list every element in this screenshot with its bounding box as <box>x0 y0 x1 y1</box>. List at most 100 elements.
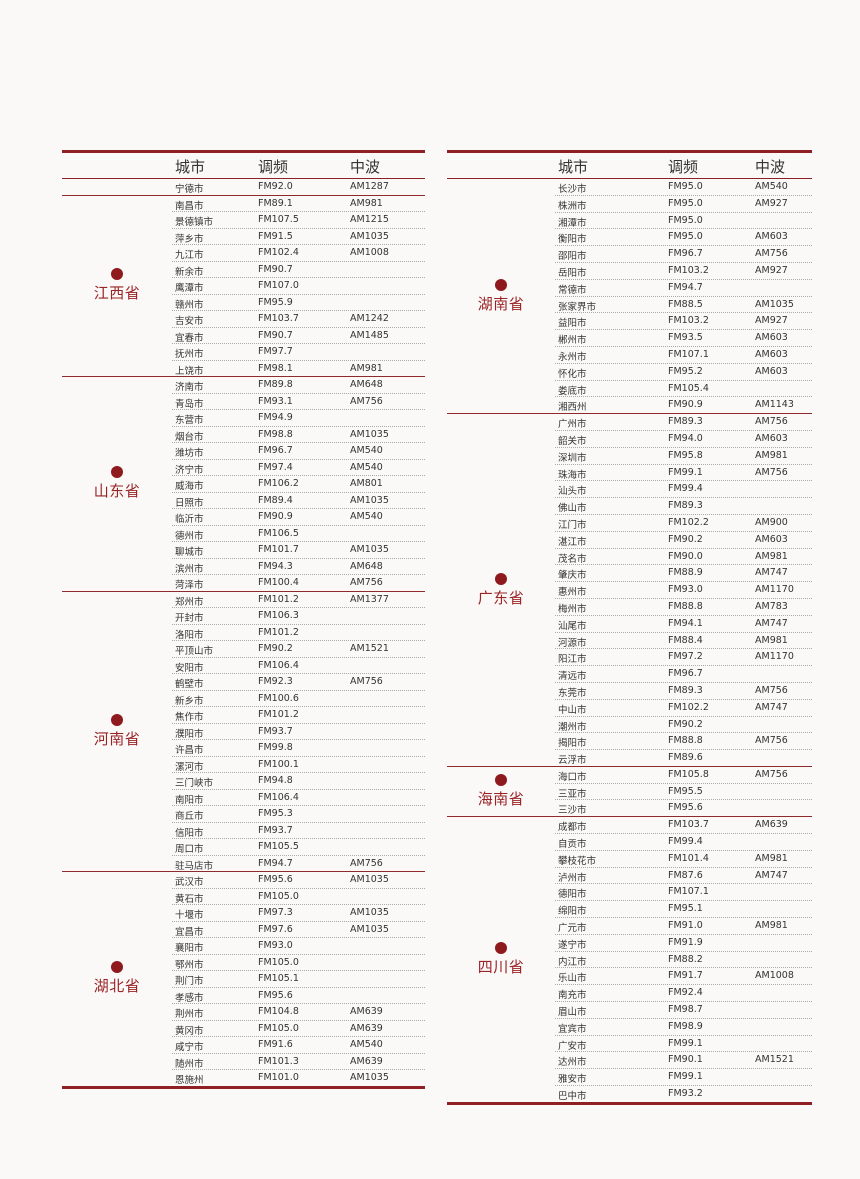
cell-fm: FM90.7 <box>258 329 293 341</box>
cell-city: 汕尾市 <box>558 620 587 632</box>
cell-am: AM1008 <box>755 970 794 982</box>
cell-fm: FM107.0 <box>258 280 299 291</box>
table-row: 潮州市 FM90.2 <box>555 717 812 734</box>
cell-city: 烟台市 <box>175 431 204 443</box>
table-row: 揭阳市 FM88.8 AM756 <box>555 733 812 751</box>
cell-city: 自贡市 <box>558 839 587 851</box>
cell-am: AM981 <box>755 634 788 646</box>
cell-fm: FM92.4 <box>668 987 703 999</box>
cell-fm: FM90.2 <box>668 718 703 730</box>
cell-city: 宜昌市 <box>175 926 204 938</box>
cell-city: 河源市 <box>558 637 587 649</box>
cell-am: AM648 <box>350 560 383 572</box>
cell-am: AM747 <box>755 567 788 579</box>
cell-fm: FM105.0 <box>258 890 299 902</box>
cell-city: 达州市 <box>558 1057 587 1069</box>
table-row: 济宁市 FM97.4 AM540 <box>172 460 425 476</box>
cell-fm: FM87.6 <box>668 869 703 881</box>
cell-fm: FM93.0 <box>668 584 703 596</box>
cell-city: 黄石市 <box>175 893 204 905</box>
cell-fm: FM95.6 <box>258 989 293 1001</box>
cell-fm: FM106.5 <box>258 527 299 539</box>
header-am: 中波 <box>350 158 381 176</box>
province-group: 湖北省 武汉市 FM95.6 AM1035 黄石市 FM105.0 十堰市 FM97.3 AM1… <box>62 872 425 1089</box>
cell-city: 许昌市 <box>175 745 204 756</box>
cell-fm: FM95.0 <box>668 214 703 226</box>
table-row: 荆门市 FM105.1 <box>172 971 425 988</box>
cell-city: 广元市 <box>558 923 587 935</box>
table-row: 清远市 FM96.7 <box>555 666 812 683</box>
location-dot-icon <box>495 572 507 585</box>
cell-am: AM540 <box>350 1039 383 1050</box>
cell-fm: FM90.1 <box>668 1054 703 1066</box>
cell-fm: FM95.8 <box>668 449 703 461</box>
table-row: 洛阳市 FM101.2 <box>172 625 425 641</box>
cell-city: 湘潭市 <box>558 217 587 229</box>
table-row: 中山市 FM102.2 AM747 <box>555 700 812 717</box>
province-group: 海南省 海口市 FM105.8 AM756 三亚市 FM95.5 三沙市 FM95.6 <box>447 767 812 818</box>
cell-fm: FM91.0 <box>668 920 703 932</box>
cell-am: AM648 <box>350 379 383 390</box>
table-row: 襄阳市 FM93.0 <box>172 938 425 955</box>
city-rows: 广州市 FM89.3 AM756 韶关市 FM94.0 AM603 深圳市 FM95.8 AM9… <box>555 414 812 766</box>
cell-city: 佛山市 <box>558 503 587 515</box>
cell-am: AM1035 <box>350 428 389 440</box>
table-row: 菏泽市 FM100.4 AM756 <box>172 575 425 591</box>
cell-fm: FM101.2 <box>258 626 299 638</box>
cell-city: 巴中市 <box>558 1091 587 1103</box>
table-row: 三沙市 FM95.6 <box>555 800 812 816</box>
cell-am: AM981 <box>350 362 383 374</box>
cell-fm: FM89.1 <box>258 197 293 209</box>
table-row: 河源市 FM88.4 AM981 <box>555 633 812 650</box>
cell-city: 信阳市 <box>175 827 204 839</box>
table-row: 湘潭市 FM95.0 <box>555 213 812 230</box>
cell-city: 孝感市 <box>175 992 204 1004</box>
header-am: 中波 <box>755 158 786 176</box>
cell-city: 聊城市 <box>175 547 204 558</box>
province-name: 湖北省 <box>93 977 141 996</box>
cell-fm: FM98.1 <box>258 362 293 374</box>
table-row: 湛江市 FM90.2 AM603 <box>555 532 812 549</box>
table-row: 佛山市 FM89.3 <box>555 498 812 515</box>
cell-am: AM1035 <box>350 907 389 918</box>
cell-city: 荆门市 <box>175 976 204 987</box>
table-row: 吉安市 FM103.7 AM1242 <box>172 311 425 328</box>
cell-city: 常德市 <box>558 284 587 296</box>
table-row: 自贡市 FM99.4 <box>555 834 812 851</box>
cell-fm: FM94.1 <box>668 617 703 629</box>
cell-city: 荆州市 <box>175 1009 204 1020</box>
province-label: 湖南省 <box>447 179 555 413</box>
cell-city: 九江市 <box>175 250 204 261</box>
cell-am: AM756 <box>755 466 788 478</box>
cell-am: AM1485 <box>350 329 389 341</box>
cell-fm: FM95.0 <box>668 197 703 209</box>
province-group: 山东省 济南市 FM89.8 AM648 青岛市 FM93.1 AM756 东营市 FM94.9… <box>62 377 425 592</box>
table-row: 景德镇市 FM107.5 AM1215 <box>172 212 425 229</box>
table-row: 云浮市 FM89.6 <box>555 750 812 766</box>
cell-fm: FM95.1 <box>668 903 703 915</box>
cell-fm: FM89.8 <box>258 379 293 390</box>
table-row: 邵阳市 FM96.7 AM756 <box>555 246 812 263</box>
cell-fm: FM89.6 <box>668 752 703 764</box>
cell-fm: FM99.1 <box>668 466 703 478</box>
table-row: 济南市 FM89.8 AM648 <box>172 377 425 394</box>
cell-fm: FM89.3 <box>668 684 703 696</box>
cell-fm: FM99.1 <box>668 1037 703 1049</box>
table-row: 汕头市 FM99.4 <box>555 481 812 499</box>
cell-city: 景德镇市 <box>175 217 214 228</box>
cell-fm: FM90.0 <box>668 550 703 562</box>
cell-fm: FM90.2 <box>668 533 703 545</box>
cell-am: AM1035 <box>350 923 389 935</box>
cell-city: 东莞市 <box>558 687 587 699</box>
cell-am: AM756 <box>350 577 383 588</box>
cell-am: AM1035 <box>350 230 389 242</box>
cell-am: AM1035 <box>350 874 389 885</box>
cell-city: 成都市 <box>558 822 587 834</box>
table-row: 南充市 FM92.4 <box>555 985 812 1003</box>
cell-fm: FM95.2 <box>668 365 703 377</box>
cell-city: 恩施州 <box>175 1075 204 1086</box>
cell-fm: FM95.0 <box>668 231 703 243</box>
table-row: 抚州市 FM97.7 <box>172 344 425 361</box>
table-row: 鹤壁市 FM92.3 AM756 <box>172 674 425 691</box>
province-name: 江西省 <box>93 284 141 303</box>
